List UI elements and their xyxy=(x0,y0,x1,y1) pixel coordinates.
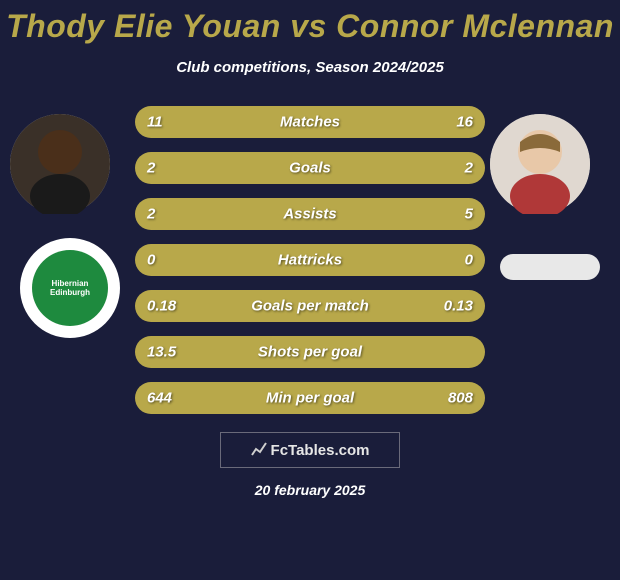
stat-left-value: 0 xyxy=(147,252,155,269)
comparison-title: Thody Elie Youan vs Connor Mclennan xyxy=(0,0,620,45)
stat-row: 644 Min per goal 808 xyxy=(135,382,485,414)
brand-logo[interactable]: FcTables.com xyxy=(220,432,400,468)
stat-row: 11 Matches 16 xyxy=(135,106,485,138)
stat-left-value: 0.18 xyxy=(147,298,176,315)
stat-right-value: 0 xyxy=(465,252,473,269)
stat-right-value: 808 xyxy=(448,390,473,407)
stat-right-value: 0.13 xyxy=(444,298,473,315)
stat-row: 2 Goals 2 xyxy=(135,152,485,184)
snapshot-date: 20 february 2025 xyxy=(0,482,620,498)
brand-name: FcTables.com xyxy=(271,442,370,459)
stat-right-value: 5 xyxy=(465,206,473,223)
stat-left-value: 11 xyxy=(147,114,163,131)
stats-bars: 11 Matches 16 2 Goals 2 2 Assists 5 0 Ha… xyxy=(135,106,485,414)
club-badge-left: Hibernian Edinburgh xyxy=(20,238,120,338)
stat-left-value: 13.5 xyxy=(147,344,176,361)
stat-right-value: 2 xyxy=(465,160,473,177)
stat-label: Shots per goal xyxy=(258,344,362,361)
stat-left-value: 2 xyxy=(147,206,155,223)
stat-right-value: 16 xyxy=(456,114,473,131)
player-right-avatar xyxy=(490,114,590,214)
stat-row: 0.18 Goals per match 0.13 xyxy=(135,290,485,322)
club-badge-right xyxy=(500,254,600,280)
stat-label: Matches xyxy=(280,114,340,131)
stat-row: 13.5 Shots per goal xyxy=(135,336,485,368)
club-badge-left-label: Hibernian Edinburgh xyxy=(50,279,90,297)
stat-left-value: 2 xyxy=(147,160,155,177)
stat-row: 2 Assists 5 xyxy=(135,198,485,230)
stat-label: Goals per match xyxy=(251,298,369,315)
season-subtitle: Club competitions, Season 2024/2025 xyxy=(0,59,620,76)
stat-label: Min per goal xyxy=(266,390,354,407)
stat-label: Assists xyxy=(283,206,336,223)
stat-row: 0 Hattricks 0 xyxy=(135,244,485,276)
club-badge-left-inner: Hibernian Edinburgh xyxy=(32,250,108,326)
stat-label: Goals xyxy=(289,160,331,177)
chart-icon xyxy=(251,441,267,460)
comparison-content: Hibernian Edinburgh 11 Matches 16 2 Goal… xyxy=(0,106,620,414)
stat-left-value: 644 xyxy=(147,390,172,407)
stat-label: Hattricks xyxy=(278,252,342,269)
player-left-avatar xyxy=(10,114,110,214)
